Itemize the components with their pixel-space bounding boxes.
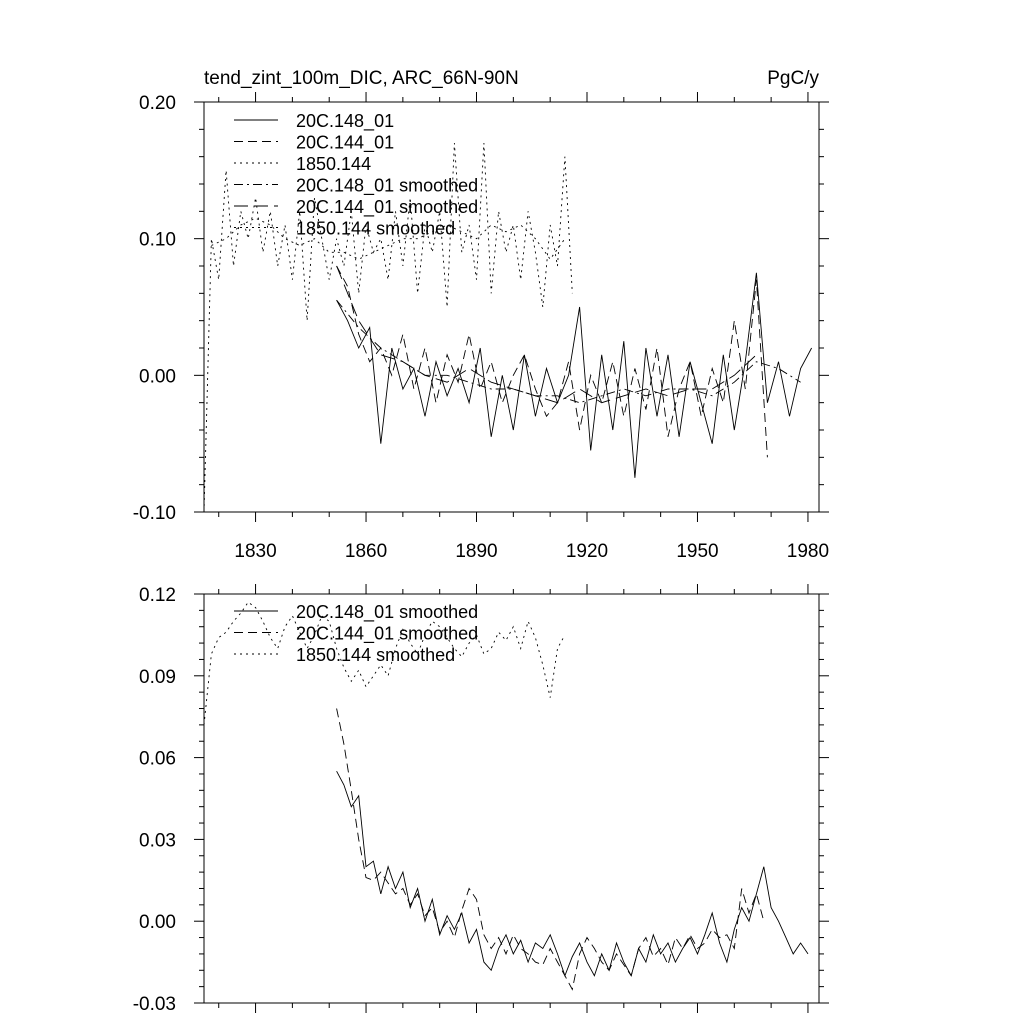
series-line-2 (203, 601, 566, 725)
legend-label: 20C.148_01 smoothed (296, 602, 478, 623)
x-tick-label: 1950 (676, 541, 718, 562)
legend-label: 1850.144 smoothed (296, 645, 455, 665)
legend-label: 1850.144 (296, 154, 371, 174)
y-tick-label: 0.20 (139, 93, 176, 114)
x-tick-label: 1860 (345, 541, 387, 562)
x-tick-label: 1920 (566, 541, 608, 562)
bottom-panel: -0.03 0.00 0.03 0.06 0.09 0.12 20C.148_01 smoo… (133, 584, 829, 1015)
top-panel: tend_zint_100m_DIC, ARC_66N-90N PgC/y 18… (133, 68, 829, 562)
y-tick-label: 0.12 (139, 585, 176, 606)
x-tick-label: 1980 (787, 541, 829, 562)
x-tick-label: 1890 (455, 541, 497, 562)
legend-label: 20C.144_01 smoothed (296, 197, 478, 218)
series-line-4 (336, 265, 757, 404)
plot-frame (203, 101, 820, 513)
legend-label: 20C.144_01 (296, 133, 394, 154)
series-line-0 (336, 770, 809, 978)
series-line-3 (336, 299, 801, 404)
y-tick-label: 0.09 (139, 667, 176, 688)
y-tick-label: 0.06 (139, 749, 176, 770)
series-line-1 (336, 708, 765, 991)
x-tick-label: 1830 (234, 541, 276, 562)
legend-label: 20C.144_01 smoothed (296, 624, 478, 645)
legend-label: 20C.148_01 smoothed (296, 176, 478, 197)
series-line-2 (203, 142, 573, 513)
series-line-0 (336, 272, 812, 478)
series-line-5 (211, 217, 566, 260)
plot-frame (203, 593, 820, 1004)
top-chart-units: PgC/y (767, 68, 819, 89)
y-tick-label: 0.03 (139, 830, 176, 851)
y-tick-label: -0.10 (133, 503, 176, 524)
top-chart-title: tend_zint_100m_DIC, ARC_66N-90N (204, 68, 519, 89)
y-tick-label: -0.03 (133, 994, 176, 1015)
y-tick-label: 0.10 (139, 230, 176, 251)
series-line-1 (336, 265, 768, 458)
legend-label: 20C.148_01 (296, 111, 394, 132)
y-tick-label: 0.00 (139, 912, 176, 933)
y-tick-label: 0.00 (139, 366, 176, 387)
legend-label: 1850.144 smoothed (296, 219, 455, 239)
